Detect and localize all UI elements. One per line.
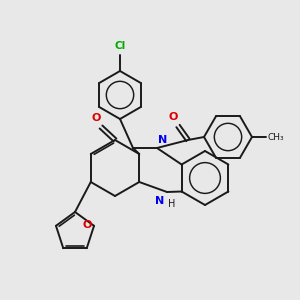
Text: N: N [155, 196, 164, 206]
Text: H: H [168, 199, 176, 209]
Text: N: N [158, 135, 167, 145]
Text: Cl: Cl [114, 41, 126, 51]
Text: CH₃: CH₃ [268, 133, 285, 142]
Text: O: O [91, 113, 101, 123]
Text: O: O [82, 220, 92, 230]
Text: O: O [168, 112, 178, 122]
